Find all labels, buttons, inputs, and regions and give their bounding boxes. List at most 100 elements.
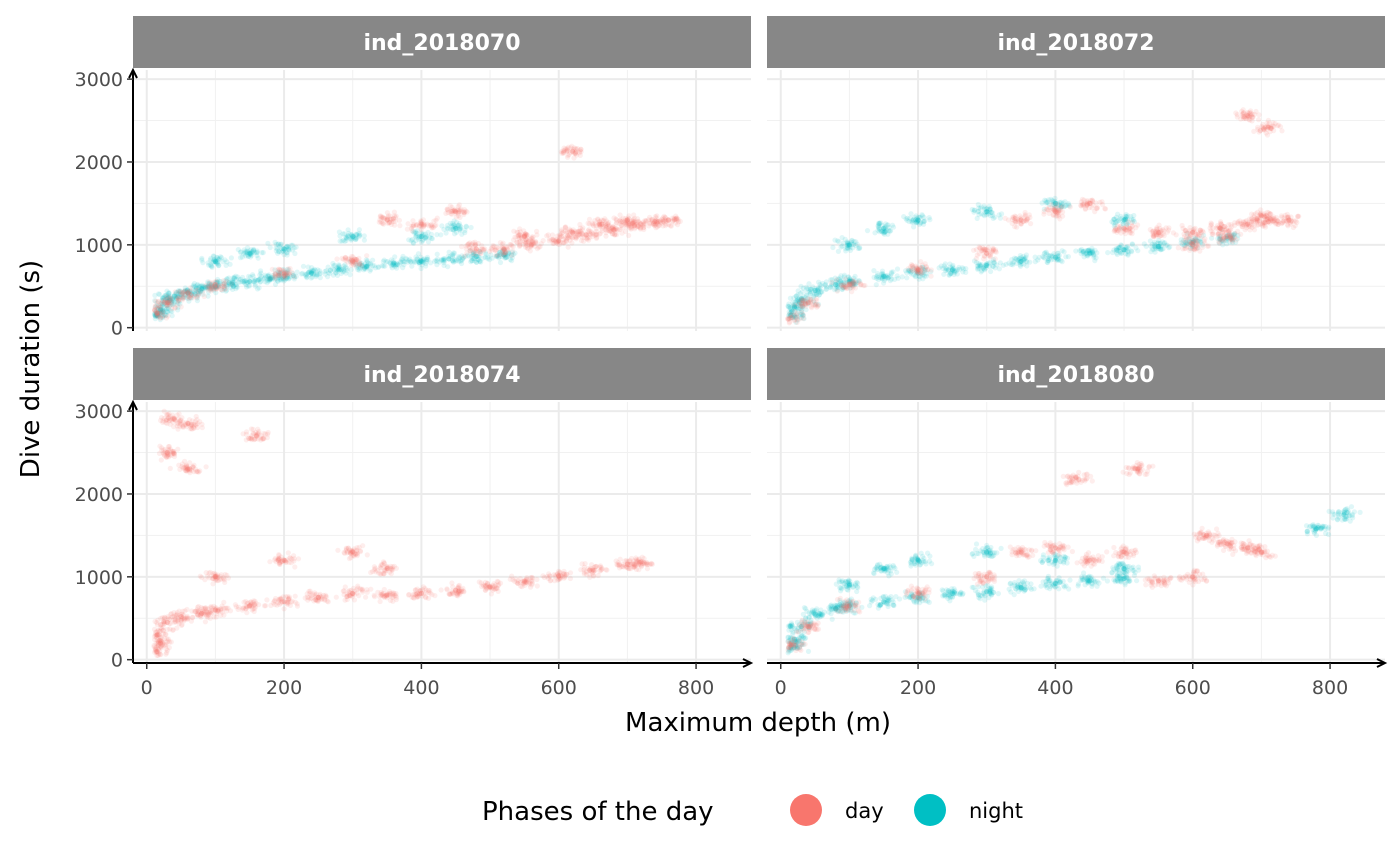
data-point — [233, 277, 239, 283]
data-point — [194, 290, 201, 296]
data-point — [227, 261, 233, 267]
data-point — [207, 283, 213, 289]
data-point — [155, 314, 161, 320]
data-point — [240, 279, 247, 285]
data-point — [803, 635, 809, 641]
data-point — [164, 298, 170, 304]
data-point — [586, 227, 592, 233]
data-point — [1256, 117, 1262, 123]
data-point — [894, 266, 901, 272]
data-point — [1027, 259, 1033, 265]
data-point — [1089, 197, 1095, 203]
data-point — [189, 291, 195, 297]
data-point — [212, 279, 218, 285]
data-point — [624, 224, 630, 230]
data-point — [204, 285, 210, 291]
data-point — [1251, 227, 1258, 233]
data-point — [284, 275, 290, 281]
data-point — [309, 265, 315, 271]
data-point — [213, 285, 220, 291]
data-point — [186, 298, 192, 304]
data-point — [456, 208, 462, 215]
data-point — [166, 454, 172, 460]
data-point — [634, 216, 641, 222]
data-point — [565, 244, 571, 250]
data-point — [193, 285, 200, 291]
data-point — [230, 284, 236, 290]
data-point — [839, 235, 845, 241]
data-point — [425, 229, 431, 236]
data-point — [928, 267, 935, 273]
data-point — [379, 562, 386, 568]
data-point — [184, 287, 191, 293]
data-point — [174, 289, 180, 296]
data-point — [194, 295, 200, 301]
data-point — [873, 282, 879, 288]
data-point — [164, 296, 170, 302]
data-point — [219, 287, 225, 294]
data-point — [597, 230, 604, 236]
data-point — [160, 295, 166, 301]
data-point — [317, 270, 324, 276]
data-point — [221, 284, 227, 290]
data-point — [231, 275, 237, 281]
data-point — [209, 286, 215, 292]
data-point — [269, 266, 275, 272]
data-point — [163, 299, 169, 305]
data-point — [843, 276, 849, 282]
data-point — [280, 266, 286, 273]
data-point — [214, 254, 220, 260]
data-point — [164, 308, 170, 315]
data-point — [663, 221, 669, 227]
data-point — [353, 236, 359, 242]
data-point — [159, 301, 165, 307]
data-point — [248, 426, 254, 432]
data-point — [266, 275, 272, 281]
data-point — [169, 296, 175, 303]
data-point — [405, 221, 411, 227]
data-point — [189, 614, 195, 620]
data-point — [252, 277, 258, 283]
data-point — [987, 213, 993, 219]
data-point — [910, 217, 917, 223]
data-point — [1234, 114, 1240, 120]
data-point — [1067, 204, 1073, 210]
facet-title: ind_2018080 — [997, 363, 1154, 388]
data-point — [284, 275, 290, 281]
data-point — [197, 288, 203, 294]
data-point — [272, 557, 278, 563]
data-point — [794, 317, 800, 323]
data-point — [250, 278, 256, 284]
data-point — [564, 148, 571, 154]
data-point — [1270, 120, 1276, 126]
data-point — [309, 274, 315, 280]
data-point — [152, 313, 158, 319]
data-point — [265, 276, 271, 282]
data-point — [310, 268, 316, 275]
data-point — [496, 582, 502, 588]
data-point — [426, 589, 432, 595]
data-point — [178, 291, 184, 297]
data-point — [345, 227, 351, 233]
data-point — [158, 457, 164, 463]
data-point — [214, 282, 220, 289]
data-point — [229, 281, 235, 288]
data-point — [162, 305, 168, 311]
data-point — [155, 310, 161, 316]
data-point — [275, 269, 281, 275]
data-point — [159, 309, 165, 315]
data-point — [154, 310, 161, 316]
data-point — [344, 266, 350, 272]
data-point — [997, 260, 1004, 266]
data-point — [250, 273, 256, 279]
data-point — [152, 310, 158, 316]
data-point — [159, 314, 165, 320]
data-point — [336, 267, 342, 273]
data-point — [1044, 199, 1050, 205]
data-point — [213, 283, 219, 289]
data-point — [338, 267, 344, 273]
data-point — [291, 274, 298, 280]
data-point — [969, 206, 975, 213]
data-point — [797, 299, 803, 305]
data-point — [155, 310, 161, 316]
